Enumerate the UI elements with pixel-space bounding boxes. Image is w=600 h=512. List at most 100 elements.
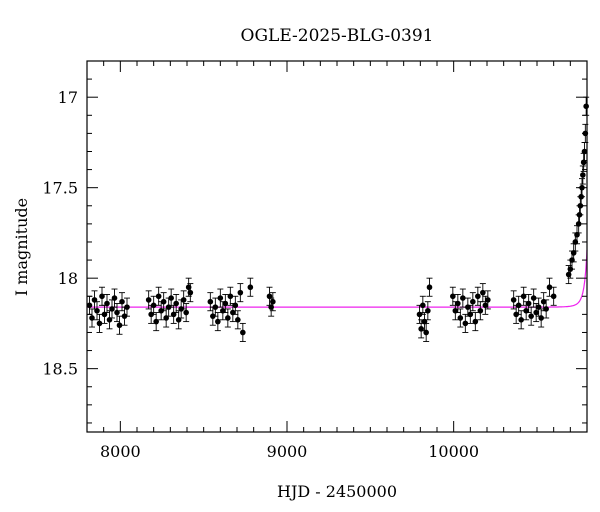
data-point: [96, 313, 103, 333]
data-marker: [215, 318, 221, 325]
data-marker: [525, 300, 532, 307]
data-point: [449, 286, 456, 306]
data-point: [153, 312, 160, 332]
data-point: [479, 283, 486, 303]
data-point: [515, 295, 522, 315]
data-marker: [212, 304, 219, 310]
data-point: [457, 308, 464, 328]
data-point: [99, 286, 105, 306]
data-point: [222, 294, 229, 314]
y-tick-label: 17: [58, 88, 78, 107]
data-point: [187, 283, 194, 303]
data-marker: [111, 295, 118, 301]
x-axis-title: HJD - 2450000: [277, 482, 397, 501]
data-marker: [482, 302, 489, 309]
data-marker: [518, 316, 524, 323]
data-point: [419, 295, 426, 315]
data-marker: [173, 300, 179, 307]
data-point: [459, 288, 466, 308]
data-point: [543, 299, 550, 319]
data-marker: [124, 304, 130, 310]
data-point: [104, 294, 110, 314]
data-point: [454, 294, 461, 314]
data-marker: [237, 289, 244, 296]
data-point: [237, 283, 244, 303]
data-point: [214, 312, 221, 332]
data-marker: [94, 307, 100, 314]
data-marker: [235, 316, 241, 323]
y-tick-label: 17.5: [42, 179, 78, 198]
data-point: [239, 322, 246, 342]
data-point: [212, 297, 219, 317]
data-point: [518, 310, 525, 330]
data-marker: [247, 284, 254, 291]
data-marker: [150, 302, 157, 309]
data-marker: [270, 298, 276, 305]
data-point: [116, 315, 123, 335]
data-point: [530, 288, 537, 308]
data-marker: [89, 315, 95, 321]
data-marker: [104, 300, 110, 307]
data-point: [150, 295, 157, 315]
data-marker: [116, 322, 123, 329]
data-marker: [155, 293, 162, 300]
data-point: [424, 301, 431, 321]
data-point: [94, 301, 100, 321]
data-marker: [153, 318, 159, 325]
data-point: [426, 277, 433, 297]
data-point: [520, 286, 527, 306]
data-point: [510, 290, 517, 310]
data-marker: [550, 293, 557, 300]
data-marker: [580, 172, 586, 178]
data-marker: [114, 309, 120, 316]
data-point: [550, 286, 557, 306]
data-marker: [546, 284, 553, 291]
data-marker: [480, 289, 486, 296]
data-point: [269, 292, 276, 312]
data-marker: [530, 295, 537, 301]
data-point: [183, 303, 190, 323]
data-point: [416, 304, 423, 324]
data-marker: [583, 103, 589, 110]
data-marker: [119, 298, 125, 305]
data-point: [462, 313, 469, 333]
data-marker: [543, 306, 549, 312]
data-marker: [455, 300, 461, 307]
data-point: [579, 165, 586, 185]
data-marker: [180, 297, 187, 303]
data-point: [119, 292, 125, 312]
data-marker: [425, 307, 431, 314]
data-point: [423, 322, 430, 342]
data-marker: [470, 298, 476, 305]
data-marker: [232, 302, 239, 309]
data-point: [467, 304, 474, 324]
data-point: [469, 292, 476, 312]
data-point: [173, 294, 180, 314]
data-point: [247, 277, 254, 297]
plot-frame: [86, 60, 588, 433]
x-tick-label: 9000: [267, 442, 308, 461]
data-point: [124, 297, 130, 317]
data-point: [538, 308, 545, 328]
data-point: [525, 294, 532, 314]
axes-layer: 8000 9000 10000 17 17.5 18 18.5: [42, 60, 588, 461]
data-marker: [96, 320, 103, 327]
data-point: [155, 286, 162, 306]
data-point: [168, 288, 175, 308]
data-marker: [477, 307, 484, 314]
data-point: [580, 152, 587, 172]
data-marker: [533, 309, 539, 316]
data-marker: [240, 329, 246, 336]
data-point: [472, 312, 479, 332]
data-point: [583, 96, 590, 116]
data-marker: [160, 298, 167, 305]
data-marker: [416, 311, 423, 318]
data-point: [232, 295, 239, 315]
data-marker: [467, 311, 474, 318]
data-marker: [450, 293, 456, 300]
data-marker: [520, 293, 527, 300]
data-point: [217, 288, 224, 308]
data-marker: [183, 309, 189, 316]
data-marker: [462, 320, 469, 327]
